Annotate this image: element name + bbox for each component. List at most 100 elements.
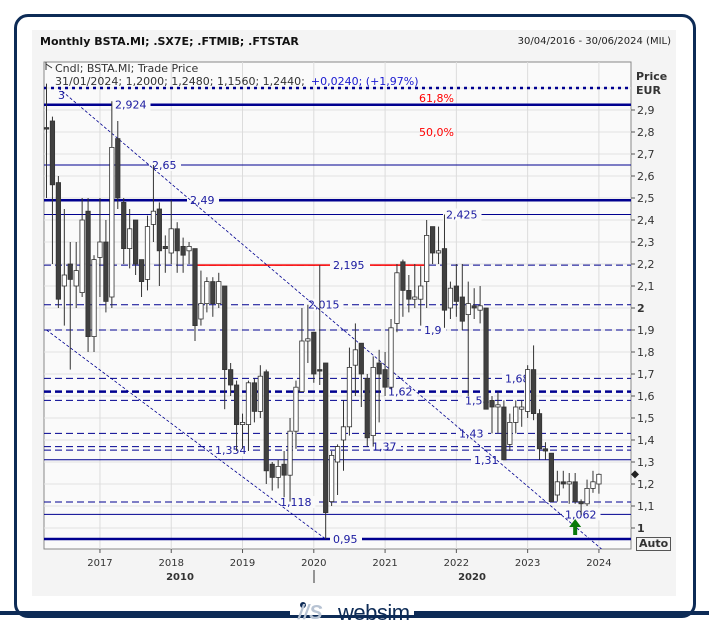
candle xyxy=(554,470,560,502)
candle-body-down xyxy=(572,481,578,502)
candle-body-up xyxy=(340,426,347,441)
candle xyxy=(55,176,61,308)
chart-title: Monthly BSTA.MI; .SX7E; .FTMIB; .FTSTAR xyxy=(40,35,299,48)
candle-body-down xyxy=(358,342,364,375)
y-tick-label: 2,9 xyxy=(637,104,655,117)
level-label-bg xyxy=(421,324,447,336)
candle xyxy=(275,459,281,489)
candle-body-down xyxy=(233,384,240,425)
candle xyxy=(73,242,79,308)
candle xyxy=(530,345,537,421)
candle xyxy=(364,374,370,447)
candle xyxy=(560,470,566,489)
level-label: 1,37 xyxy=(372,441,397,454)
candle-body-up xyxy=(424,234,430,282)
candle-body-up xyxy=(596,473,602,485)
logo-mark-icon: //S xyxy=(298,602,323,624)
level-label: 1,68 xyxy=(505,372,530,385)
auto-scale-button[interactable]: Auto xyxy=(636,537,672,551)
candle-body-up xyxy=(507,421,513,445)
candle-body-up xyxy=(198,303,204,320)
candle-body-up xyxy=(299,340,305,392)
candle-body-up xyxy=(435,250,442,254)
candle-body-up xyxy=(388,327,394,388)
x-tick-label: 2018 xyxy=(159,558,184,569)
candle xyxy=(525,365,531,418)
candle-body-down xyxy=(55,182,61,300)
candle-body-up xyxy=(73,270,79,287)
candle-body-up xyxy=(352,349,358,366)
candle xyxy=(548,452,555,503)
candle-body-up xyxy=(216,281,222,305)
candle xyxy=(281,451,287,498)
candle-body-down xyxy=(311,331,317,375)
candle-body-up xyxy=(305,338,311,342)
candle xyxy=(204,277,210,313)
candle xyxy=(477,286,483,324)
y-tick-label: 1,5 xyxy=(637,412,655,425)
level-label-bg xyxy=(187,194,219,207)
websim-logo: //S websim xyxy=(0,600,709,631)
level-label-bg xyxy=(330,259,370,272)
x-tick-label: 2021 xyxy=(372,558,397,569)
candle-body-down xyxy=(85,210,91,337)
candle xyxy=(424,220,430,308)
candle xyxy=(216,272,222,308)
y-tick-label: 2,7 xyxy=(637,148,655,161)
candle xyxy=(459,264,465,330)
candle xyxy=(578,499,584,515)
level-label-bg xyxy=(369,440,401,453)
candle xyxy=(168,200,174,264)
candle-body-up xyxy=(144,226,151,280)
candle-body-down xyxy=(103,241,109,302)
candle-body-up xyxy=(334,446,341,463)
level-label-bg xyxy=(112,98,151,111)
level-label: 2,015 xyxy=(308,299,340,312)
candle xyxy=(453,264,459,317)
legend-candle-icon xyxy=(45,62,53,70)
fib-label: 61,8% xyxy=(419,92,454,105)
candle xyxy=(406,275,412,313)
candle-body-down xyxy=(162,245,168,249)
candle xyxy=(489,396,495,434)
candle xyxy=(79,198,85,297)
candle-body-down xyxy=(471,305,477,309)
candle xyxy=(572,473,578,504)
legend-series: Cndl; BSTA.MI; Trade Price xyxy=(55,62,199,75)
candle xyxy=(311,331,317,383)
candle-body-down xyxy=(67,263,73,280)
candle-body-up xyxy=(186,245,192,252)
candle xyxy=(566,473,572,504)
level-label: 1,354 xyxy=(215,444,247,457)
candle-body-up xyxy=(287,430,293,476)
y-tick-label: 2,8 xyxy=(637,126,655,139)
candles xyxy=(43,83,602,539)
candle-body-up xyxy=(245,382,252,425)
candle-body-down xyxy=(429,226,436,254)
candle-body-down xyxy=(364,377,370,439)
candle xyxy=(400,259,406,317)
candle-body-down xyxy=(263,371,269,472)
candle xyxy=(471,288,477,319)
candle xyxy=(91,255,97,352)
candle-body-down xyxy=(251,382,257,412)
candle-body-up xyxy=(168,228,174,254)
x-tick-label: 2017 xyxy=(87,558,112,569)
candle xyxy=(435,226,442,264)
candle-body-up xyxy=(275,465,281,478)
level-label-2195: 2,195 xyxy=(333,259,365,272)
level-label: 1,9 xyxy=(424,324,442,337)
candle xyxy=(317,265,323,385)
candle xyxy=(542,442,549,460)
level-label: 1,43 xyxy=(459,427,484,440)
candle-body-up xyxy=(590,481,596,489)
candle xyxy=(144,215,151,291)
legend-values: 31/01/2024; 1,2000; 1,2480; 1,1560; 1,24… xyxy=(55,75,305,88)
candle-body-down xyxy=(49,120,56,186)
legend-change: +0,0240; (+1,97%) xyxy=(311,75,419,88)
candle xyxy=(584,479,590,506)
candle-body-down xyxy=(132,219,139,265)
candle xyxy=(138,259,145,297)
